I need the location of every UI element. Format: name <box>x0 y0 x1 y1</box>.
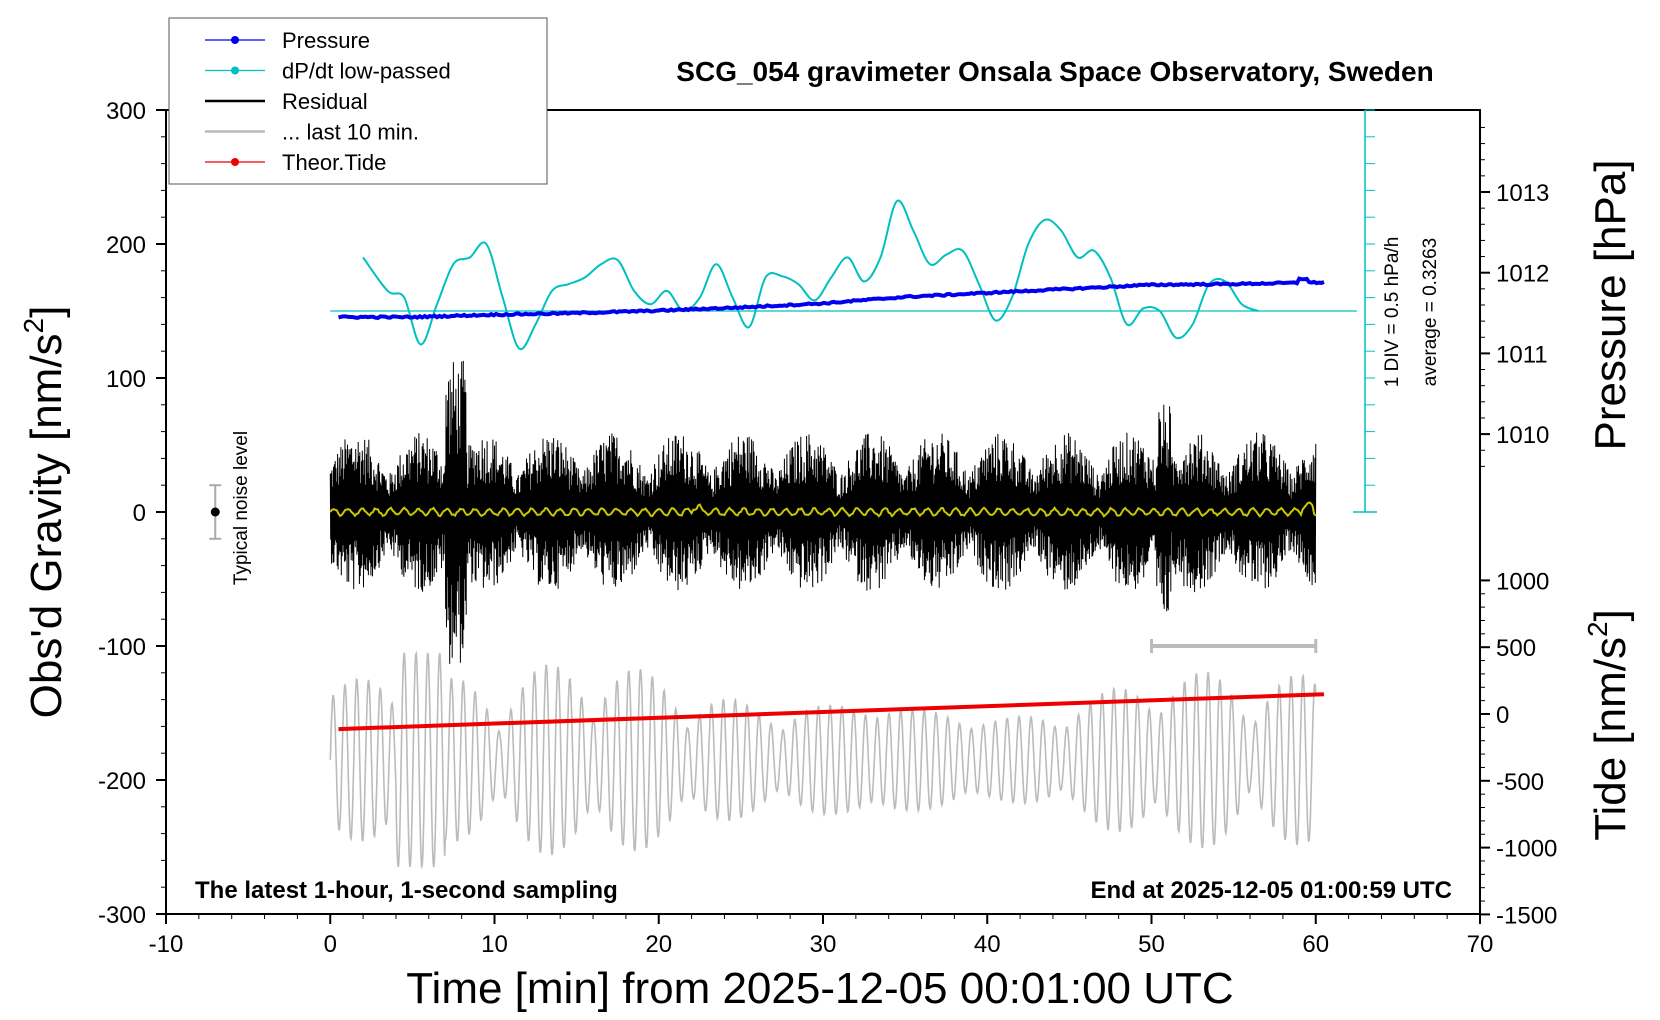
x-tick-label: 10 <box>481 931 508 958</box>
x-tick-label: 0 <box>324 931 337 958</box>
residual-trace <box>329 360 1317 664</box>
tide-tick-label: 0 <box>1496 702 1509 729</box>
y-tick-label: -100 <box>98 634 146 661</box>
pressure-tick-label: 1013 <box>1496 180 1549 207</box>
legend-label: ... last 10 min. <box>282 120 419 145</box>
y-tick-label: 300 <box>106 98 146 125</box>
x-tick-label: 50 <box>1138 931 1165 958</box>
tide-tick-label: -500 <box>1496 769 1544 796</box>
noise-level-label: Typical noise level <box>231 431 252 585</box>
tide-tick-label: -1000 <box>1496 836 1557 863</box>
x-axis: -10 0 10 20 30 40 50 60 70 <box>149 914 1494 958</box>
pressure-tick-label: 1012 <box>1496 261 1549 288</box>
legend-label: dP/dt low-passed <box>282 59 451 84</box>
average-label: average = 0.3263 <box>1420 238 1441 386</box>
last-10-min-trace <box>329 650 1317 870</box>
series-layer <box>209 109 1378 870</box>
legend-marker <box>231 36 239 44</box>
legend-label: Pressure <box>282 28 370 53</box>
tide-trace <box>338 692 1325 732</box>
dpdt-trace <box>362 199 1259 351</box>
right-y-axis: 1013 1012 1011 1010 1000 500 0 -500 -1000 -1500 <box>1480 126 1557 929</box>
tide-axis-label: Tide [nm/s2] <box>1582 609 1635 841</box>
chart-title: SCG_054 gravimeter Onsala Space Observat… <box>676 56 1433 87</box>
legend-label: Theor.Tide <box>282 150 386 175</box>
x-tick-label: 30 <box>810 931 837 958</box>
pressure-axis-label: Pressure [hPa] <box>1586 159 1635 450</box>
noise-bar-dot <box>210 507 220 517</box>
x-tick-label: 40 <box>974 931 1001 958</box>
pressure-tick-label: 1010 <box>1496 422 1549 449</box>
x-tick-label: -10 <box>149 931 184 958</box>
tide-tick-label: 1000 <box>1496 568 1549 595</box>
legend-marker <box>231 66 239 75</box>
x-tick-label: 70 <box>1467 931 1494 958</box>
tide-tick-label: -1500 <box>1496 902 1557 929</box>
x-tick-label: 20 <box>645 931 672 958</box>
y-tick-label: -200 <box>98 768 146 795</box>
end-time-note: End at 2025-12-05 01:00:59 UTC <box>1091 877 1453 904</box>
legend: Pressure dP/dt low-passed Residual ... last… <box>168 17 548 185</box>
x-tick-label: 60 <box>1302 931 1329 958</box>
y-tick-label: 0 <box>133 500 146 527</box>
left-y-axis-label: Obs'd Gravity [nm/s2] <box>18 306 71 719</box>
x-axis-label: Time [min] from 2025-12-05 00:01:00 UTC <box>406 964 1233 1013</box>
y-tick-label: 100 <box>106 366 146 393</box>
legend-marker <box>231 158 239 166</box>
left-y-axis: 300 200 100 0 -100 -200 -300 <box>98 98 166 929</box>
residual-lowpass-trace <box>329 501 1317 518</box>
tide-tick-label: 500 <box>1496 635 1536 662</box>
legend-label: Residual <box>282 89 368 114</box>
y-tick-label: 200 <box>106 232 146 259</box>
pressure-tick-label: 1011 <box>1496 341 1548 368</box>
div-label: 1 DIV = 0.5 hPa/h <box>1382 237 1403 388</box>
pressure-trace <box>338 276 1325 320</box>
sampling-note: The latest 1-hour, 1-second sampling <box>195 877 618 904</box>
y-tick-label: -300 <box>98 902 146 929</box>
